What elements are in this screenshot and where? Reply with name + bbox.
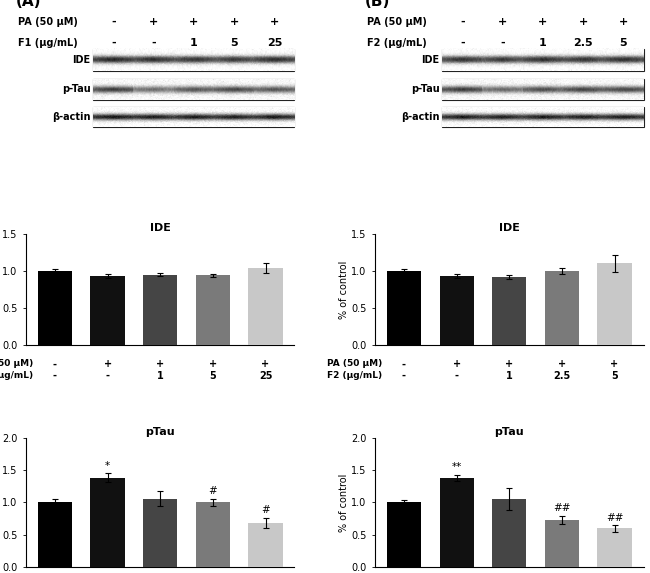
Bar bbox=[93, 49, 294, 71]
Text: -: - bbox=[454, 371, 459, 380]
Text: 1: 1 bbox=[506, 371, 513, 380]
Text: p-Tau: p-Tau bbox=[62, 84, 90, 95]
Bar bbox=[442, 49, 644, 71]
Title: IDE: IDE bbox=[499, 223, 520, 233]
Bar bbox=[439, 478, 474, 567]
Title: IDE: IDE bbox=[150, 223, 171, 233]
Bar bbox=[545, 271, 579, 345]
Text: +: + bbox=[578, 17, 588, 27]
Bar bbox=[439, 276, 474, 345]
Text: -: - bbox=[460, 17, 465, 27]
Text: +: + bbox=[149, 17, 158, 27]
Text: -: - bbox=[151, 38, 156, 48]
Text: +: + bbox=[229, 17, 239, 27]
Text: F1 (μg/mL): F1 (μg/mL) bbox=[0, 371, 32, 379]
Text: 2.5: 2.5 bbox=[553, 371, 571, 380]
Bar bbox=[492, 277, 526, 345]
Text: 1: 1 bbox=[539, 38, 547, 48]
Bar bbox=[387, 503, 421, 567]
Text: #: # bbox=[261, 505, 270, 515]
Text: -: - bbox=[402, 371, 406, 380]
Text: +: + bbox=[538, 17, 547, 27]
Text: -: - bbox=[460, 38, 465, 48]
Text: +: + bbox=[498, 17, 507, 27]
Y-axis label: % of control: % of control bbox=[339, 260, 348, 319]
Y-axis label: % of control: % of control bbox=[339, 473, 348, 532]
Text: 25: 25 bbox=[259, 371, 272, 380]
Bar bbox=[196, 503, 230, 567]
Bar bbox=[248, 523, 283, 567]
Text: -: - bbox=[500, 38, 505, 48]
Bar bbox=[387, 271, 421, 345]
Bar bbox=[143, 499, 177, 567]
Text: 5: 5 bbox=[611, 371, 618, 380]
Text: PA (50 μM): PA (50 μM) bbox=[327, 359, 382, 368]
Text: (B): (B) bbox=[364, 0, 389, 9]
Title: pTau: pTau bbox=[495, 427, 524, 437]
Text: IDE: IDE bbox=[72, 55, 90, 65]
Text: 5: 5 bbox=[209, 371, 216, 380]
Text: ##: ## bbox=[553, 504, 571, 513]
Text: -: - bbox=[402, 359, 406, 370]
Text: +: + bbox=[610, 359, 619, 370]
Text: -: - bbox=[105, 371, 110, 380]
Text: +: + bbox=[558, 359, 566, 370]
Text: 5: 5 bbox=[619, 38, 627, 48]
Bar bbox=[597, 528, 632, 567]
Text: β-actin: β-actin bbox=[401, 112, 439, 122]
Bar bbox=[90, 478, 125, 567]
Text: 5: 5 bbox=[230, 38, 238, 48]
Text: F1 (μg/mL): F1 (μg/mL) bbox=[18, 38, 78, 48]
Text: F2 (μg/mL): F2 (μg/mL) bbox=[327, 371, 382, 379]
Text: (A): (A) bbox=[15, 0, 41, 9]
Bar bbox=[442, 107, 644, 127]
Text: *: * bbox=[105, 461, 110, 470]
Bar bbox=[93, 79, 294, 100]
Text: +: + bbox=[505, 359, 514, 370]
Bar bbox=[597, 264, 632, 345]
Bar bbox=[442, 79, 644, 100]
Text: +: + bbox=[189, 17, 198, 27]
Bar bbox=[38, 271, 72, 345]
Text: 1: 1 bbox=[190, 38, 198, 48]
Text: PA (50 μM): PA (50 μM) bbox=[18, 17, 78, 27]
Text: +: + bbox=[156, 359, 164, 370]
Bar bbox=[93, 107, 294, 127]
Bar bbox=[38, 503, 72, 567]
Text: -: - bbox=[111, 17, 116, 27]
Text: #: # bbox=[209, 486, 217, 496]
Text: +: + bbox=[209, 359, 217, 370]
Text: IDE: IDE bbox=[421, 55, 439, 65]
Text: 2.5: 2.5 bbox=[573, 38, 593, 48]
Text: -: - bbox=[53, 359, 57, 370]
Text: -: - bbox=[53, 371, 57, 380]
Bar bbox=[248, 268, 283, 345]
Text: F2 (μg/mL): F2 (μg/mL) bbox=[367, 38, 426, 48]
Text: PA (50 μM): PA (50 μM) bbox=[0, 359, 33, 368]
Bar bbox=[143, 274, 177, 345]
Bar bbox=[90, 276, 125, 345]
Text: +: + bbox=[452, 359, 461, 370]
Text: p-Tau: p-Tau bbox=[411, 84, 439, 95]
Text: +: + bbox=[103, 359, 112, 370]
Bar bbox=[492, 499, 526, 567]
Bar bbox=[196, 275, 230, 345]
Text: β-actin: β-actin bbox=[52, 112, 90, 122]
Text: +: + bbox=[270, 17, 279, 27]
Bar bbox=[545, 520, 579, 567]
Text: 25: 25 bbox=[266, 38, 282, 48]
Text: +: + bbox=[619, 17, 628, 27]
Text: PA (50 μM): PA (50 μM) bbox=[367, 17, 427, 27]
Text: -: - bbox=[111, 38, 116, 48]
Text: 1: 1 bbox=[157, 371, 164, 380]
Text: +: + bbox=[261, 359, 270, 370]
Text: **: ** bbox=[452, 462, 461, 472]
Text: ##: ## bbox=[606, 512, 623, 523]
Title: pTau: pTau bbox=[146, 427, 175, 437]
